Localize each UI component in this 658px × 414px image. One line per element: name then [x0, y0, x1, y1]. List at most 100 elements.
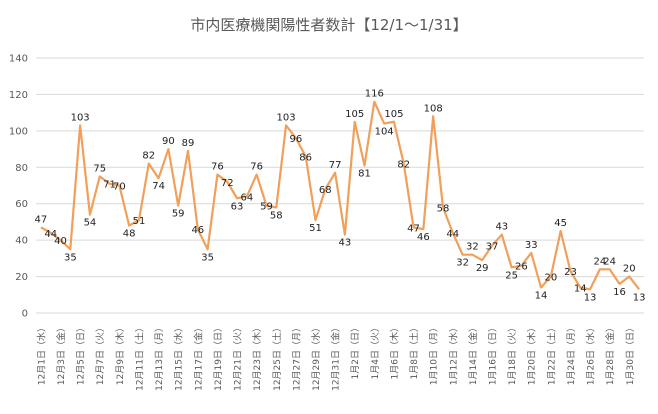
x-tick-label: 1月10日（月） [429, 323, 440, 385]
data-label: 25 [505, 270, 518, 281]
data-label: 108 [424, 103, 443, 114]
data-label: 77 [329, 160, 342, 171]
x-tick-label: 1月16日（日） [488, 323, 499, 385]
data-label: 51 [309, 223, 322, 234]
x-tick-label: 12月31日（金） [330, 323, 342, 391]
x-tick-label: 12月11日（土） [133, 323, 145, 391]
x-tick-label: 1月30日（日） [625, 323, 636, 385]
data-label: 105 [384, 109, 403, 120]
data-label: 58 [437, 203, 450, 214]
data-label: 96 [290, 134, 303, 145]
y-tick-label: 140 [9, 54, 28, 65]
x-tick-label: 1月28日（金） [604, 323, 616, 385]
data-label: 40 [54, 236, 67, 247]
x-tick-label: 1月20日（木） [526, 323, 538, 385]
y-axis-ticks: 0 20 40 60 80 100 120 140 [9, 54, 28, 320]
x-tick-label: 1月24日（月） [566, 323, 577, 385]
data-labels: 4744403510354757170485182749059894635767… [35, 89, 646, 304]
data-label: 20 [623, 264, 636, 275]
x-tick-label: 1月2日（日） [350, 323, 361, 379]
chart-title: 市内医療機関陽性者数計【12/1～1/31】 [190, 16, 467, 34]
data-label: 16 [613, 287, 626, 298]
x-tick-label: 1月26日（水） [585, 323, 597, 385]
data-label: 47 [407, 223, 420, 234]
data-label: 72 [221, 178, 234, 189]
data-label: 46 [191, 225, 204, 236]
data-label: 37 [486, 242, 499, 253]
data-label: 74 [152, 181, 165, 192]
data-label: 86 [299, 152, 312, 163]
data-label: 82 [397, 160, 410, 171]
data-label: 44 [446, 229, 459, 240]
data-label: 35 [64, 252, 77, 263]
data-label: 43 [495, 222, 508, 233]
data-label: 59 [260, 202, 273, 213]
x-tick-label: 1月14日（金） [467, 323, 479, 385]
x-tick-label: 1月8日（土） [408, 323, 420, 379]
data-label: 45 [554, 218, 567, 229]
data-label: 33 [525, 240, 538, 251]
data-label: 71 [103, 180, 116, 191]
data-label: 63 [231, 201, 244, 212]
y-tick-label: 20 [15, 272, 28, 283]
x-tick-label: 12月17日（金） [192, 323, 204, 391]
data-label: 68 [319, 185, 332, 196]
data-label: 13 [584, 292, 597, 303]
data-label: 46 [417, 232, 430, 243]
data-label: 13 [633, 292, 646, 303]
data-label: 70 [113, 182, 126, 193]
y-tick-label: 0 [22, 309, 28, 320]
x-tick-label: 12月29日（水） [310, 323, 322, 391]
data-label: 23 [564, 267, 577, 278]
x-tick-label: 12月25日（土） [271, 323, 283, 391]
x-tick-label: 12月9日（木） [114, 323, 126, 385]
data-label: 43 [339, 238, 352, 249]
data-label: 105 [345, 109, 364, 120]
y-tick-label: 40 [15, 236, 28, 247]
data-label: 59 [172, 209, 185, 220]
x-axis-ticks: 12月1日（水） 12月3日（金） 12月5日（日） 12月7日（火） 12月9日（木）… [35, 323, 635, 391]
data-label: 89 [182, 138, 195, 149]
data-label: 47 [35, 214, 48, 225]
data-label: 14 [574, 284, 587, 295]
data-label: 81 [358, 168, 371, 179]
data-label: 54 [84, 218, 97, 229]
data-label: 20 [544, 273, 557, 284]
y-tick-label: 80 [15, 163, 28, 174]
data-label: 104 [375, 127, 394, 138]
data-label: 14 [535, 291, 548, 302]
x-tick-label: 12月3日（金） [55, 323, 67, 385]
x-tick-label: 12月7日（火） [95, 323, 106, 385]
x-tick-label: 12月15日（水） [173, 323, 185, 391]
data-label: 24 [594, 256, 607, 267]
data-label: 48 [123, 229, 136, 240]
x-tick-label: 12月13日（月） [154, 323, 165, 391]
data-label: 32 [466, 242, 479, 253]
x-tick-label: 1月12日（水） [447, 323, 459, 385]
data-label: 76 [250, 162, 263, 173]
data-label: 116 [365, 89, 384, 100]
x-tick-label: 12月1日（水） [35, 323, 47, 385]
x-tick-label: 1月4日（火） [370, 323, 381, 379]
x-tick-label: 12月27日（月） [291, 323, 302, 391]
data-label: 26 [515, 262, 528, 273]
data-label: 44 [44, 229, 57, 240]
x-tick-label: 12月21日（火） [233, 323, 244, 391]
data-label: 103 [277, 112, 296, 123]
x-tick-label: 12月5日（日） [76, 323, 87, 385]
data-label: 103 [71, 112, 90, 123]
gridlines [36, 57, 644, 314]
x-tick-label: 1月22日（土） [545, 323, 557, 385]
data-label: 29 [476, 263, 489, 274]
x-tick-label: 1月18日（火） [507, 323, 518, 385]
data-label: 32 [456, 258, 469, 269]
data-label: 75 [93, 163, 106, 174]
x-tick-label: 1月6日（木） [388, 323, 400, 379]
data-label: 64 [240, 192, 253, 203]
data-label: 35 [201, 252, 214, 263]
y-tick-label: 120 [9, 90, 28, 101]
series-line [40, 100, 640, 291]
x-tick-label: 12月23日（木） [251, 323, 263, 391]
